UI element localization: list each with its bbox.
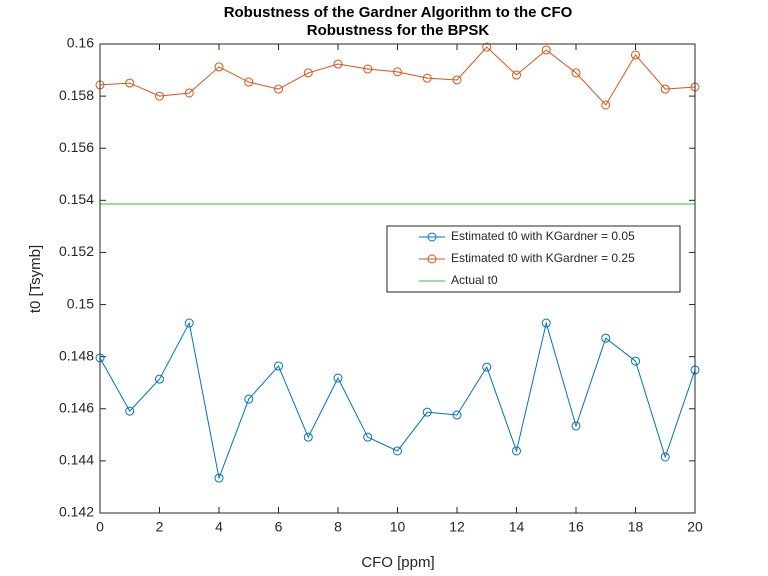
y-tick-label: 0.15 [67, 295, 94, 311]
data-point [422, 407, 432, 417]
data-point [393, 446, 402, 456]
x-axis-label: CFO [ppm] [361, 554, 434, 571]
x-tick-label: 12 [449, 519, 465, 535]
data-point [184, 88, 194, 98]
y-tick-label: 0.16 [67, 35, 94, 51]
x-tick-label: 0 [96, 519, 104, 535]
data-point [601, 333, 611, 343]
data-point [422, 73, 432, 83]
data-point [571, 68, 581, 78]
data-point [303, 68, 313, 78]
data-point [155, 91, 164, 101]
data-point [571, 421, 581, 431]
legend-label: Estimated t0 with KGardner = 0.05 [451, 229, 635, 243]
data-point [393, 67, 402, 77]
data-point [452, 75, 462, 85]
data-point [303, 432, 313, 442]
data-point [125, 78, 135, 88]
data-point [512, 70, 521, 80]
y-tick-label: 0.158 [59, 87, 94, 103]
data-point [452, 410, 462, 420]
y-tick-label: 0.148 [59, 347, 94, 363]
x-tick-label: 4 [215, 519, 223, 535]
data-point [631, 356, 640, 366]
data-point [214, 62, 224, 72]
data-point [333, 373, 343, 383]
data-point [631, 50, 640, 60]
data-point [244, 77, 254, 87]
data-point [541, 318, 551, 328]
data-point [184, 318, 194, 328]
x-tick-label: 20 [687, 519, 703, 535]
data-point [482, 362, 492, 372]
y-tick-label: 0.154 [59, 191, 94, 207]
y-tick-label: 0.144 [59, 452, 94, 468]
data-point [512, 446, 521, 456]
data-point [244, 394, 254, 404]
legend-marker [427, 254, 437, 264]
y-tick-label: 0.142 [59, 504, 94, 520]
data-point [214, 473, 224, 483]
x-tick-label: 2 [156, 519, 164, 535]
series-line [99, 321, 696, 480]
x-tick-label: 16 [568, 519, 584, 535]
y-tick-label: 0.156 [59, 139, 94, 155]
x-tick-label: 10 [390, 519, 406, 535]
data-point [274, 361, 283, 371]
chart-title: Robustness of the Gardner Algorithm to t… [224, 4, 573, 21]
data-point [274, 84, 283, 94]
data-point [601, 100, 611, 110]
axes-box [99, 43, 696, 514]
y-axis-label: t0 [Tsymb] [27, 245, 44, 313]
series-line [99, 46, 696, 106]
legend-label: Actual t0 [451, 273, 498, 287]
data-point [363, 432, 373, 442]
data-point [541, 45, 551, 55]
x-tick-label: 6 [275, 519, 283, 535]
x-tick-label: 18 [628, 519, 644, 535]
data-point [660, 452, 670, 462]
chart-subtitle: Robustness for the BPSK [307, 22, 490, 39]
x-tick-label: 14 [509, 519, 525, 535]
data-point [333, 59, 343, 69]
x-tick-label: 8 [334, 519, 342, 535]
data-point [660, 84, 670, 94]
y-tick-label: 0.152 [59, 243, 94, 259]
data-point [363, 64, 373, 74]
y-tick-label: 0.146 [59, 399, 94, 415]
data-point [482, 42, 492, 52]
legend-marker [427, 232, 437, 242]
legend-label: Estimated t0 with KGardner = 0.25 [451, 251, 635, 265]
data-point [155, 374, 164, 384]
data-point [125, 406, 135, 416]
